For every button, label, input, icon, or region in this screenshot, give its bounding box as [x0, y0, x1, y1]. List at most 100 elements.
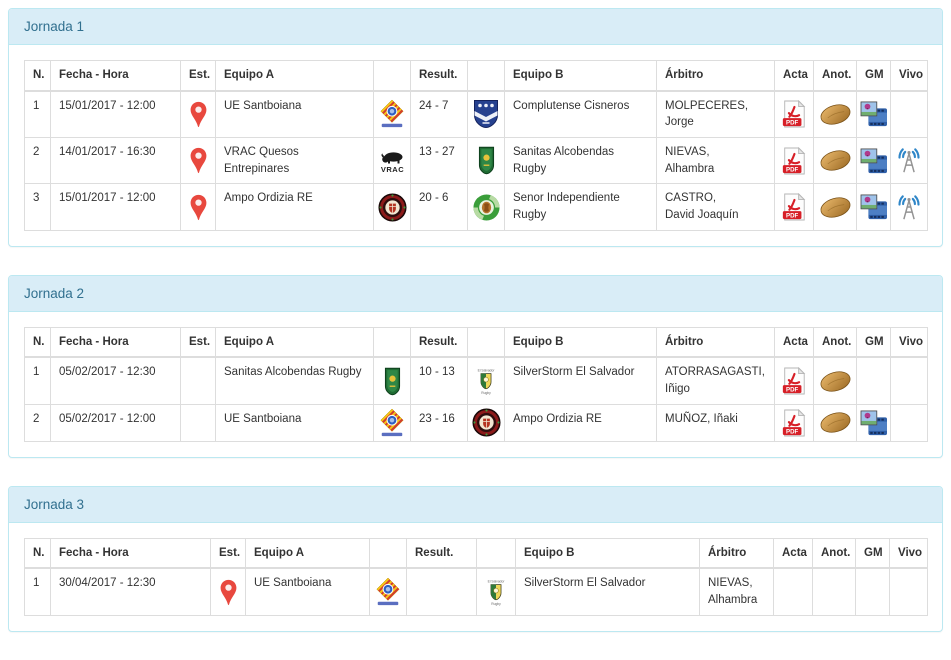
film-multimedia-icon[interactable] [860, 410, 888, 436]
team-b-name-cell: Senor Independiente Rugby [504, 183, 657, 231]
stadium-cell [180, 137, 216, 185]
acta-cell: PDF [774, 137, 814, 185]
referee-cell: NIEVAS, Alhambra [656, 137, 775, 185]
rugby-ball-icon[interactable] [819, 195, 852, 220]
date-cell: 05/02/2017 - 12:30 [50, 356, 181, 405]
match-row: 1 15/01/2017 - 12:00 UE Santboiana 24 - 7 Co… [24, 90, 928, 139]
rugby-ball-icon[interactable] [819, 369, 852, 394]
match-number-cell: 3 [24, 183, 51, 231]
stadium-cell [180, 90, 216, 139]
rugby-ball-icon[interactable] [819, 102, 852, 127]
map-pin-icon[interactable] [189, 101, 208, 128]
team-logo-vrac-icon: VRAC [377, 146, 407, 175]
pdf-document-icon[interactable]: PDF [781, 146, 807, 175]
acta-cell [773, 567, 813, 616]
map-pin-icon[interactable] [189, 147, 208, 174]
col-equipo-a: Equipo A [215, 326, 374, 359]
acta-cell: PDF [774, 403, 814, 442]
col-fecha-hora: Fecha - Hora [50, 537, 211, 570]
col-arbitro: Árbitro [656, 326, 775, 359]
team-b-name-cell: SilverStorm El Salvador [504, 356, 657, 405]
team-a-name-cell: UE Santboiana [215, 403, 374, 442]
vivo-cell [889, 567, 928, 616]
team-logo-ordizia-icon [377, 193, 407, 222]
team-b-logo-cell: El Salvador Rugby [476, 567, 516, 616]
svg-text:El Salvador: El Salvador [488, 580, 506, 584]
referee-cell: MUÑOZ, Iñaki [656, 403, 775, 442]
vivo-cell [890, 183, 928, 231]
table-body: 1 05/02/2017 - 12:30 Sanitas Alcobendas Ru… [24, 356, 928, 442]
team-b-logo-cell [467, 403, 505, 442]
rugby-ball-icon[interactable] [819, 410, 852, 435]
team-b-logo-cell [467, 183, 505, 231]
anot-cell [813, 137, 857, 185]
team-a-logo-cell [369, 567, 407, 616]
referee-cell: MOLPECERES, Jorge [656, 90, 775, 139]
live-broadcast-antenna-icon[interactable] [895, 147, 923, 174]
date-cell: 15/01/2017 - 12:00 [50, 90, 181, 139]
live-broadcast-antenna-icon[interactable] [895, 194, 923, 221]
col-arbitro: Árbitro [656, 59, 775, 92]
col-fecha-hora: Fecha - Hora [50, 326, 181, 359]
result-cell [406, 567, 477, 616]
vivo-cell [890, 90, 928, 139]
team-logo-silverstorm-icon: El Salvador Rugby [475, 367, 497, 395]
team-a-name-cell: VRAC Quesos Entrepinares [215, 137, 374, 185]
col-logo-a [369, 537, 407, 570]
team-b-logo-cell [467, 137, 505, 185]
team-logo-silverstorm-icon: El Salvador Rugby [485, 578, 507, 606]
panel-jornada-3: Jornada 3 N. Fecha - Hora Est. Equipo A … [8, 485, 943, 632]
col-n: N. [24, 59, 51, 92]
film-multimedia-icon[interactable] [860, 194, 888, 220]
map-pin-icon[interactable] [189, 194, 208, 221]
col-equipo-b: Equipo B [504, 59, 657, 92]
col-logo-b [467, 59, 505, 92]
panel-title: Jornada 1 [24, 19, 85, 34]
team-logo-alcobendas-icon [478, 146, 495, 175]
col-logo-a [373, 326, 411, 359]
acta-cell: PDF [774, 183, 814, 231]
col-estadio: Est. [180, 326, 216, 359]
film-multimedia-icon[interactable] [860, 101, 888, 127]
col-gm: GM [856, 326, 891, 359]
team-b-logo-cell [467, 90, 505, 139]
matches-table: N. Fecha - Hora Est. Equipo A Result. Eq… [24, 537, 928, 616]
col-equipo-a: Equipo A [245, 537, 370, 570]
col-gm: GM [856, 59, 891, 92]
col-vivo: Vivo [890, 59, 928, 92]
date-cell: 14/01/2017 - 16:30 [50, 137, 181, 185]
pdf-document-icon[interactable]: PDF [781, 100, 807, 128]
team-logo-santboiana-icon [378, 408, 406, 438]
vivo-cell [890, 403, 928, 442]
film-multimedia-icon[interactable] [860, 148, 888, 174]
date-cell: 30/04/2017 - 12:30 [50, 567, 211, 616]
team-a-name-cell: Ampo Ordizia RE [215, 183, 374, 231]
pdf-document-icon[interactable]: PDF [781, 408, 807, 437]
team-a-logo-cell [373, 90, 411, 139]
vivo-cell [890, 356, 928, 405]
team-a-logo-cell [373, 403, 411, 442]
rugby-ball-icon[interactable] [819, 148, 852, 173]
anot-cell [813, 90, 857, 139]
col-equipo-a: Equipo A [215, 59, 374, 92]
pdf-document-icon[interactable]: PDF [781, 367, 807, 395]
anot-cell [813, 356, 857, 405]
col-logo-a [373, 59, 411, 92]
svg-text:PDF: PDF [786, 212, 798, 219]
pdf-document-icon[interactable]: PDF [781, 193, 807, 221]
referee-cell: CASTRO, David Joaquín [656, 183, 775, 231]
col-resultado: Result. [406, 537, 477, 570]
match-row: 2 05/02/2017 - 12:00 UE Santboiana 23 - 16 A… [24, 403, 928, 442]
match-number-cell: 2 [24, 137, 51, 185]
panel-jornada-2: Jornada 2 N. Fecha - Hora Est. Equipo A … [8, 274, 943, 458]
col-fecha-hora: Fecha - Hora [50, 59, 181, 92]
gm-cell [855, 567, 890, 616]
svg-text:PDF: PDF [786, 428, 798, 435]
team-b-logo-cell: El Salvador Rugby [467, 356, 505, 405]
stadium-cell [180, 183, 216, 231]
team-a-logo-cell [373, 183, 411, 231]
map-pin-icon[interactable] [219, 579, 238, 606]
col-n: N. [24, 537, 51, 570]
anot-cell [813, 183, 857, 231]
col-vivo: Vivo [890, 326, 928, 359]
